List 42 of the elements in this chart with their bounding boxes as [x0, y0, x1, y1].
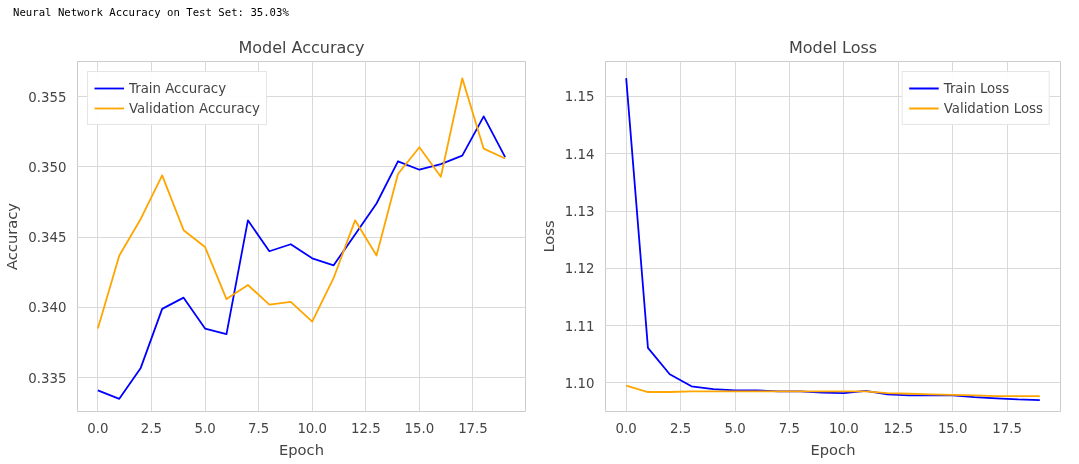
- x-tick-label: 7.5: [778, 420, 801, 436]
- y-axis-title: Loss: [539, 220, 557, 253]
- y-tick-label: 1.13: [564, 204, 595, 220]
- x-tick-label: 5.0: [724, 420, 746, 436]
- y-tick-label: 1.15: [564, 89, 595, 105]
- x-axis-title: Epoch: [279, 440, 324, 458]
- text: Neural Network Accuracy on Test Set: 35.03%: [13, 5, 289, 21]
- y-tick-label: 0.355: [28, 89, 67, 105]
- y-tick-label: 0.340: [28, 300, 67, 316]
- legend-label: Validation Loss: [943, 100, 1043, 116]
- x-tick-label: 12.5: [883, 420, 914, 436]
- y-tick-label: 0.345: [28, 230, 67, 246]
- x-tick-label: 10.0: [829, 420, 859, 436]
- legend-label: Train Accuracy: [129, 80, 227, 96]
- x-tick-label: 2.5: [140, 420, 163, 436]
- y-tick-label: 0.335: [28, 370, 67, 386]
- y-axis-title: Accuracy: [3, 202, 21, 270]
- line-series: [96, 77, 507, 330]
- x-tick-label: 5.0: [194, 420, 216, 436]
- x-tick-label: 2.5: [670, 420, 692, 436]
- x-axis-title: Epoch: [810, 440, 856, 458]
- x-tick-label: 15.0: [404, 420, 435, 436]
- y-tick-label: 1.11: [564, 318, 595, 334]
- y-tick-label: 1.10: [564, 375, 595, 391]
- x-tick-label: 0.0: [615, 420, 637, 436]
- x-tick-label: 10.0: [297, 420, 328, 436]
- legend-label: Validation Accuracy: [129, 100, 260, 116]
- x-tick-label: 7.5: [248, 420, 270, 436]
- x-tick-label: 17.5: [458, 420, 488, 436]
- y-tick-label: 1.12: [564, 261, 595, 277]
- line-series: [625, 77, 1041, 401]
- x-tick-label: 17.5: [992, 420, 1023, 436]
- x-tick-label: 15.0: [937, 420, 968, 436]
- legend-label: Train Loss: [943, 80, 1010, 96]
- x-tick-label: 0.0: [87, 420, 109, 436]
- y-tick-label: 1.14: [564, 146, 595, 162]
- line-series: [625, 384, 1041, 397]
- line-series: [96, 115, 507, 400]
- chart-title: Model Loss: [788, 37, 878, 57]
- chart-title: Model Accuracy: [238, 37, 365, 57]
- y-tick-label: 0.350: [28, 159, 67, 175]
- x-tick-label: 12.5: [350, 420, 381, 436]
